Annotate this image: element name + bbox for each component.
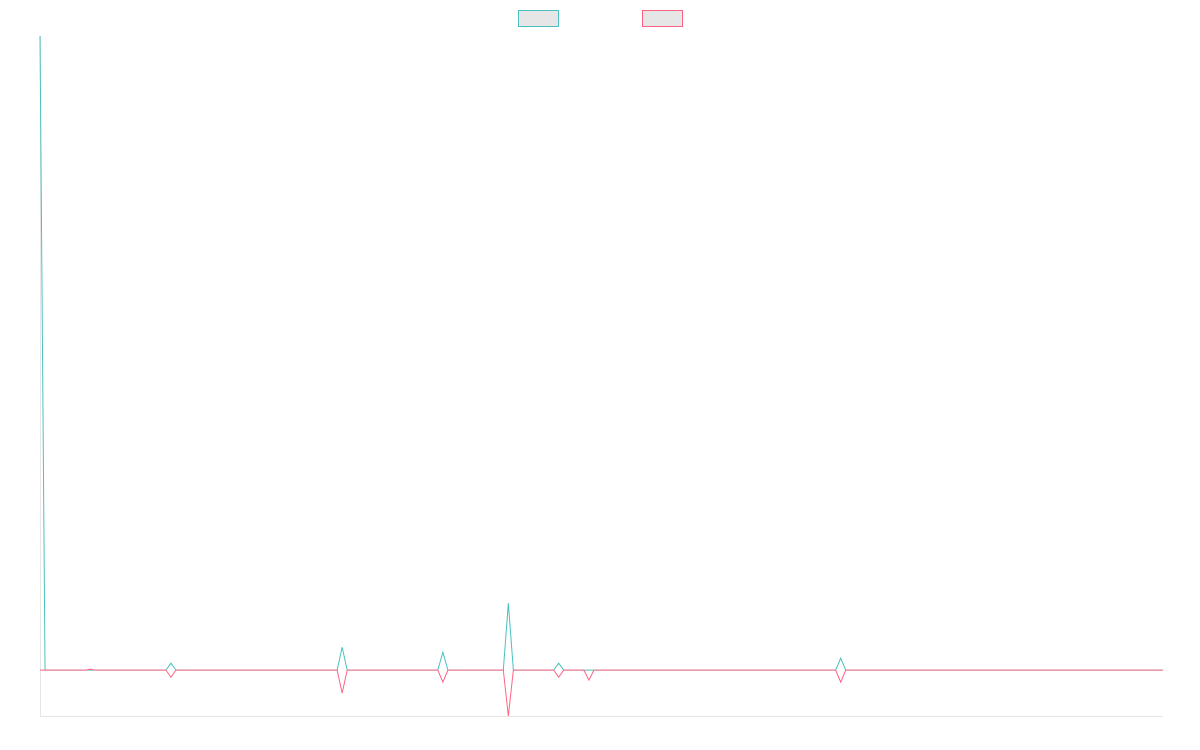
legend-swatch-1[interactable] (518, 10, 559, 27)
legend-swatch-2[interactable] (642, 10, 683, 27)
series-line-1 (39, 35, 1163, 671)
series-layer (39, 35, 1163, 717)
series-line-2 (40, 668, 1163, 717)
axes (40, 36, 1163, 717)
legend[interactable] (518, 10, 683, 27)
